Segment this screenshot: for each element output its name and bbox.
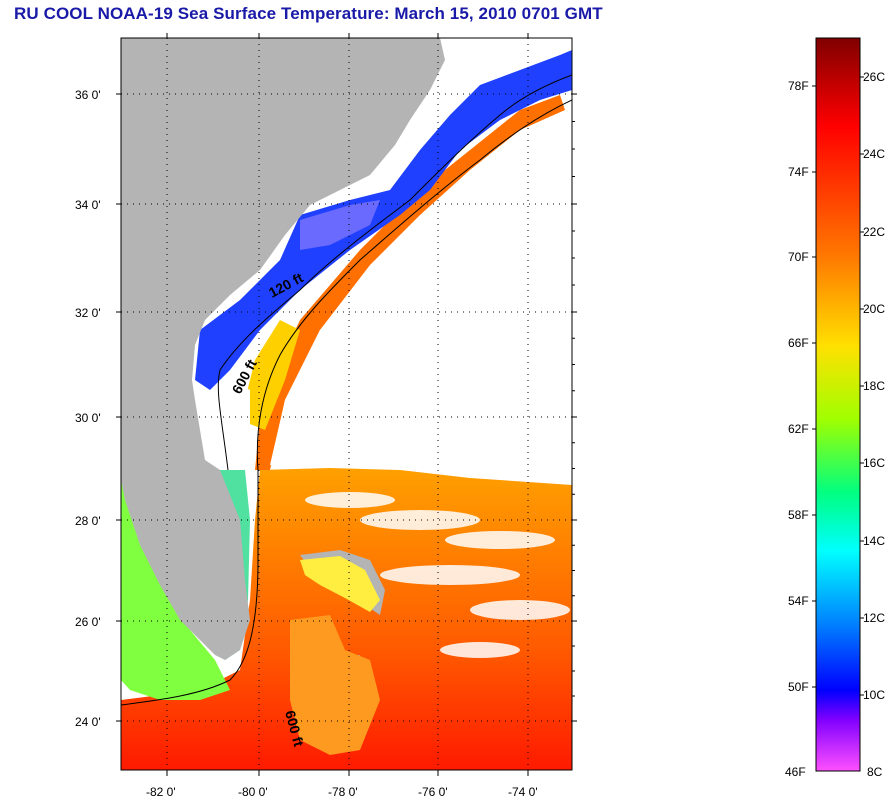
map-gridlines — [116, 33, 577, 776]
contour-600ft — [256, 99, 572, 471]
temp-label-f: 66F — [788, 336, 809, 350]
celsius-labels: 26C 24C 22C 20C 18C 16C 14C 12C 10C 8C — [863, 70, 885, 779]
longitude-axis: -82 0' -80 0' -78 0' -76 0' -74 0' — [146, 785, 538, 799]
temp-label-c: 26C — [863, 70, 885, 84]
temp-label-c: 18C — [863, 379, 885, 393]
temp-label-c: 22C — [863, 225, 885, 239]
temp-label-c: 20C — [863, 302, 885, 316]
bahamas-bank — [290, 615, 380, 755]
lat-label: 28 0' — [75, 514, 101, 528]
latitude-axis: 36 0' 34 0' 32 0' 30 0' 28 0' 26 0' 24 0… — [75, 88, 101, 729]
temp-label-f: 46F — [785, 765, 806, 779]
map-title: RU COOL NOAA-19 Sea Surface Temperature:… — [14, 4, 603, 23]
temp-label-c: 8C — [867, 765, 883, 779]
temp-label-f: 50F — [788, 680, 809, 694]
colorbar-gradient — [815, 37, 861, 772]
lon-label: -82 0' — [146, 785, 176, 799]
map-frame — [120, 37, 573, 771]
colorbar-ticks — [812, 76, 864, 696]
lat-label: 36 0' — [75, 88, 101, 102]
lat-label: 26 0' — [75, 615, 101, 629]
lon-label: -78 0' — [328, 785, 358, 799]
map-panel: 120 ft 600 ft 600 ft 36 0' 34 0' 32 0' 3… — [75, 33, 577, 799]
lat-label: 30 0' — [75, 411, 101, 425]
contour-florida-shelf — [121, 470, 259, 706]
temp-label-f: 70F — [788, 250, 809, 264]
land-us-east-coast — [121, 38, 445, 660]
temp-label-f: 58F — [788, 508, 809, 522]
lon-label: -80 0' — [238, 785, 268, 799]
cloud-cover-shelf — [205, 380, 250, 470]
temp-label-c: 10C — [863, 688, 885, 702]
lat-label: 24 0' — [75, 715, 101, 729]
temp-label-f: 54F — [788, 594, 809, 608]
contour-120ft — [217, 74, 572, 471]
little-bahama-bank — [300, 556, 380, 612]
cloud-cover — [270, 110, 572, 470]
temp-label-f: 62F — [788, 422, 809, 436]
fahrenheit-labels: 78F 74F 70F 66F 62F 58F 54F 50F 46F — [785, 79, 809, 779]
temp-label-f: 78F — [788, 79, 809, 93]
lon-label: -74 0' — [508, 785, 538, 799]
lat-label: 34 0' — [75, 198, 101, 212]
temp-label-f: 74F — [788, 165, 809, 179]
cold-shelf-inner — [300, 200, 380, 250]
temp-label-c: 14C — [863, 534, 885, 548]
temp-label-c: 24C — [863, 147, 885, 161]
lat-label: 32 0' — [75, 306, 101, 320]
lon-label: -76 0' — [418, 785, 448, 799]
temp-label-c: 16C — [863, 456, 885, 470]
color-scale: 78F 74F 70F 66F 62F 58F 54F 50F 46F 26C … — [785, 37, 885, 779]
temp-label-c: 12C — [863, 611, 885, 625]
cloud-speckle — [305, 492, 570, 658]
